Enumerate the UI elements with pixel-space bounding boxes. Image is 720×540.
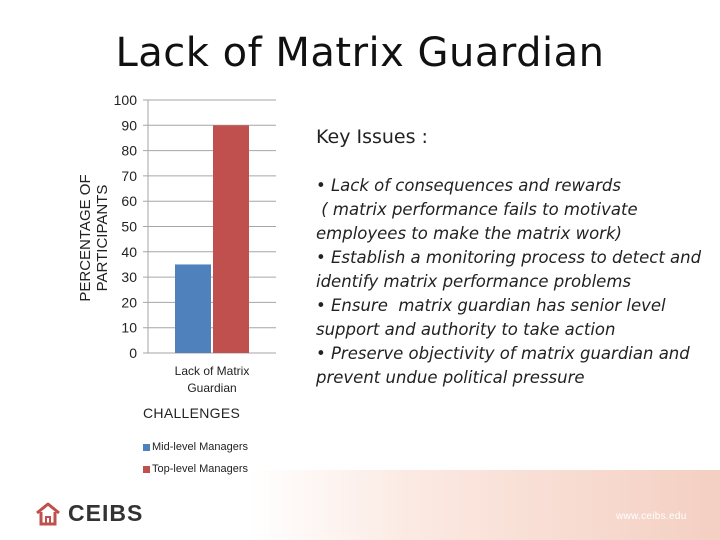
legend-swatch-top-level bbox=[143, 465, 150, 473]
footer-gradient bbox=[250, 470, 720, 540]
y-tick-label: 70 bbox=[121, 168, 137, 184]
y-tick-label: 30 bbox=[121, 269, 137, 285]
bar bbox=[175, 264, 211, 353]
issue-item: • Lack of consequences and rewards bbox=[316, 176, 621, 195]
y-tick-label: 10 bbox=[121, 320, 137, 336]
key-issues-panel: Key Issues : • Lack of consequences and … bbox=[316, 126, 720, 390]
issue-item: • Preserve objectivity of matrix guardia… bbox=[316, 344, 695, 387]
y-tick-label: 60 bbox=[121, 193, 137, 209]
y-tick-label: 80 bbox=[121, 143, 137, 159]
bar bbox=[213, 125, 249, 353]
issue-item: • Establish a monitoring process to dete… bbox=[316, 248, 707, 291]
y-tick-label: 0 bbox=[129, 345, 137, 361]
issue-item: • Ensure matrix guardian has senior leve… bbox=[316, 296, 671, 339]
legend-label-top-level: Top-level Managers bbox=[152, 463, 248, 475]
x-axis-label: CHALLENGES bbox=[143, 405, 241, 421]
ceibs-logo: CEIBS bbox=[34, 500, 143, 527]
legend-label-mid-level: Mid-level Managers bbox=[152, 441, 248, 453]
y-tick-label: 100 bbox=[114, 92, 138, 108]
footer-url: www.ceibs.edu bbox=[616, 511, 687, 522]
y-tick-label: 40 bbox=[121, 244, 137, 260]
y-axis-label-line: PARTICIPANTS bbox=[94, 184, 111, 292]
x-tick-label: Guardian bbox=[187, 381, 236, 395]
logo-text: CEIBS bbox=[68, 500, 144, 526]
y-tick-label: 50 bbox=[121, 219, 137, 235]
y-axis-label-line: PERCENTAGE OF bbox=[77, 174, 94, 302]
legend-swatch-mid-level bbox=[143, 443, 150, 451]
legend-item-mid-level: Mid-level Managers bbox=[143, 440, 248, 454]
x-tick-label: Lack of Matrix bbox=[175, 364, 250, 378]
chart-title: Lack of Matrix Guardian bbox=[115, 30, 605, 76]
legend-item-top-level: Top-level Managers bbox=[143, 462, 248, 476]
key-issues-heading: Key Issues : bbox=[316, 126, 428, 148]
issue-item: ( matrix performance fails to motivate e… bbox=[316, 200, 643, 243]
y-tick-label: 20 bbox=[121, 294, 137, 310]
legend: Mid-level Managers Top-level Managers bbox=[143, 440, 248, 484]
y-axis-label: PERCENTAGE OF PARTICIPANTS bbox=[77, 174, 111, 301]
y-tick-label: 90 bbox=[121, 117, 137, 133]
house-icon bbox=[36, 502, 60, 525]
